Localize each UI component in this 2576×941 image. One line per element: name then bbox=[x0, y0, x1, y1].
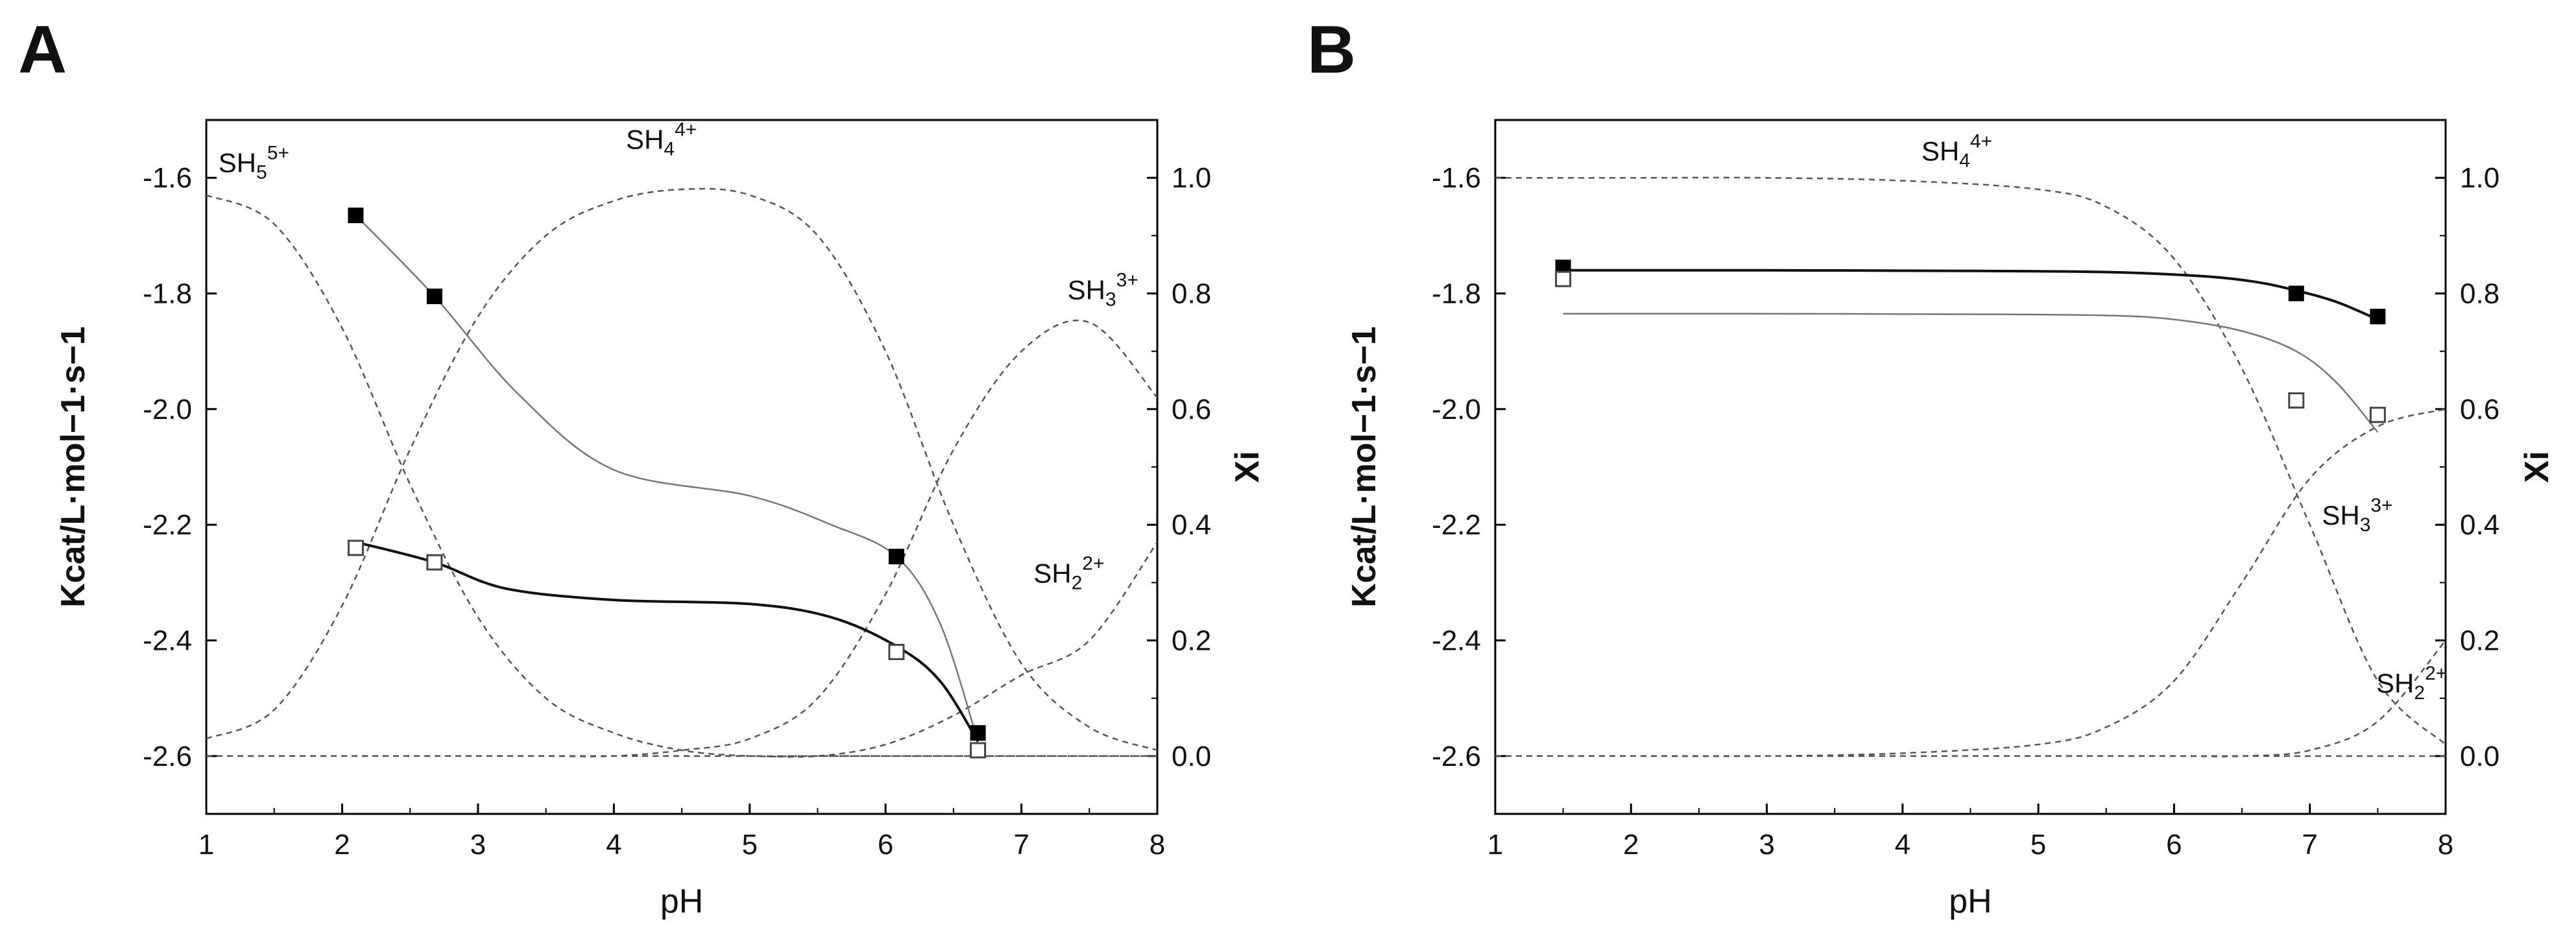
y-left-tick-label: -2.0 bbox=[143, 394, 192, 425]
y-left-tick-label: -2.2 bbox=[1432, 509, 1481, 541]
panel-label: B bbox=[1307, 12, 1356, 88]
species-label-sh4: SH44+ bbox=[626, 119, 697, 160]
x-tick-label: 3 bbox=[1759, 829, 1774, 861]
point-open-square bbox=[888, 643, 905, 660]
y-left-tick-label: -2.4 bbox=[1432, 625, 1481, 657]
point-open-square bbox=[2288, 392, 2305, 409]
x-tick-label: 2 bbox=[1623, 829, 1639, 861]
point-filled-square bbox=[2288, 285, 2304, 302]
fit-curve-1 bbox=[355, 540, 980, 743]
y-left-tick-label: -1.8 bbox=[143, 278, 192, 310]
fit-curve-0 bbox=[355, 215, 979, 742]
species-label-sh2: SH22+ bbox=[2376, 663, 2447, 704]
plot-frame bbox=[205, 119, 1159, 815]
y-left-tick-label: -2.6 bbox=[1432, 741, 1481, 772]
y-right-axis-label: Xi bbox=[2518, 451, 2556, 482]
fit-curve-1 bbox=[1563, 313, 2379, 433]
species-label-sh2: SH22+ bbox=[1033, 553, 1104, 593]
y-right-tick-label: 0.4 bbox=[1172, 509, 1211, 541]
y-right-axis-label: Xi bbox=[1229, 451, 1266, 482]
species-curve-sh2 bbox=[206, 542, 1157, 758]
species-label-sh3: SH33+ bbox=[2322, 495, 2392, 536]
y-left-tick-label: -1.6 bbox=[1432, 162, 1481, 194]
point-open-square bbox=[970, 742, 987, 759]
species-label-sh3: SH33+ bbox=[1068, 269, 1138, 310]
x-tick-label: 4 bbox=[1895, 829, 1910, 861]
x-tick-label: 7 bbox=[1013, 829, 1029, 861]
y-left-tick-label: -2.4 bbox=[143, 625, 192, 657]
y-left-tick-label: -2.2 bbox=[143, 509, 192, 541]
panel-a: A 1 2 3 4 5 6 7 8 -1.6 -1.8 -2.0 -2.2 -2.4 -2.6 0.0 0.2 0… bbox=[18, 12, 1266, 920]
point-filled-square bbox=[2370, 309, 2386, 325]
point-open-square bbox=[347, 540, 364, 556]
x-tick-label: 5 bbox=[2030, 829, 2046, 861]
panel-label: A bbox=[18, 12, 67, 88]
x-tick-label: 1 bbox=[1487, 829, 1503, 861]
species-label-sh5: SH55+ bbox=[219, 142, 289, 183]
y-right-tick-label: 0.8 bbox=[2460, 278, 2499, 310]
species-label-sh4: SH44+ bbox=[1921, 130, 1992, 171]
y-right-tick-label: 0.0 bbox=[1172, 741, 1211, 772]
y-right-tick-label: 1.0 bbox=[1172, 162, 1211, 194]
y-right-tick-label: 0.6 bbox=[1172, 394, 1211, 425]
y-left-tick-label: -1.8 bbox=[1432, 278, 1481, 310]
species-curve-sh4 bbox=[1495, 176, 2446, 745]
x-tick-label: 1 bbox=[199, 829, 214, 861]
point-filled-square bbox=[888, 549, 904, 565]
x-tick-label: 8 bbox=[1150, 829, 1165, 861]
species-curve-sh3 bbox=[1495, 408, 2446, 757]
x-tick-label: 7 bbox=[2302, 829, 2317, 861]
x-tick-label: 8 bbox=[2438, 829, 2453, 861]
y-right-tick-label: 0.6 bbox=[2460, 394, 2499, 425]
point-filled-square bbox=[426, 288, 442, 304]
species-curve-sh4 bbox=[206, 187, 1157, 752]
x-axis-label: pH bbox=[660, 883, 703, 920]
y-left-axis-label: Kcat/L·mol−1·s−1 bbox=[54, 326, 92, 608]
x-tick-label: 3 bbox=[470, 829, 486, 861]
y-right-tick-label: 0.2 bbox=[2460, 625, 2499, 657]
y-left-tick-label: -2.0 bbox=[1432, 394, 1481, 425]
species-curve-sh3 bbox=[206, 319, 1157, 757]
x-tick-label: 6 bbox=[878, 829, 893, 861]
y-right-tick-label: 0.8 bbox=[1172, 278, 1211, 310]
x-tick-label: 5 bbox=[741, 829, 757, 861]
x-axis-label: pH bbox=[1949, 883, 1992, 920]
point-open-square bbox=[1555, 270, 1572, 287]
y-left-tick-label: -1.6 bbox=[143, 162, 192, 194]
species-curve-sh2 bbox=[1495, 639, 2446, 757]
x-tick-label: 6 bbox=[2166, 829, 2182, 861]
y-right-tick-label: 0.2 bbox=[1172, 625, 1211, 657]
point-filled-square bbox=[348, 208, 364, 224]
panel-b: B 1 2 3 4 5 6 7 8 -1.6 -1.8 -2.0 -2.2 -2.4 -2.6 0.0 0.2 0… bbox=[1307, 12, 2556, 920]
y-right-tick-label: 1.0 bbox=[2460, 162, 2499, 194]
point-open-square bbox=[426, 554, 443, 571]
y-left-axis-label: Kcat/L·mol−1·s−1 bbox=[1345, 326, 1383, 608]
y-right-tick-label: 0.0 bbox=[2460, 741, 2499, 772]
point-filled-square bbox=[970, 725, 986, 741]
x-tick-label: 4 bbox=[606, 829, 621, 861]
species-curve-sh5 bbox=[206, 194, 1157, 757]
fit-curve-0 bbox=[1563, 268, 2379, 321]
y-left-tick-label: -2.6 bbox=[143, 741, 192, 772]
point-open-square bbox=[2369, 407, 2386, 423]
x-tick-label: 2 bbox=[334, 829, 350, 861]
plot-frame bbox=[1494, 119, 2447, 815]
y-right-tick-label: 0.4 bbox=[2460, 509, 2499, 541]
